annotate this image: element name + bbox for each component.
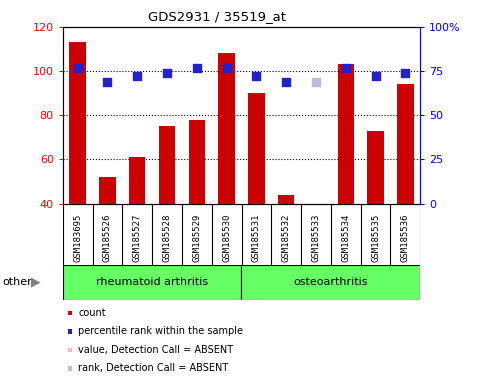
Text: osteoarthritis: osteoarthritis <box>294 277 368 287</box>
Text: GSM185528: GSM185528 <box>163 214 171 262</box>
Text: rank, Detection Call = ABSENT: rank, Detection Call = ABSENT <box>78 363 228 373</box>
Text: ▶: ▶ <box>31 276 41 289</box>
Bar <box>338 65 354 204</box>
Point <box>401 70 409 76</box>
Text: GSM185531: GSM185531 <box>252 214 261 262</box>
Text: GSM185526: GSM185526 <box>103 214 112 262</box>
Text: GSM185536: GSM185536 <box>401 214 410 262</box>
Text: GDS2931 / 35519_at: GDS2931 / 35519_at <box>148 10 286 23</box>
Point <box>104 79 112 85</box>
Text: other: other <box>2 277 32 287</box>
Point <box>74 65 82 71</box>
Bar <box>63 265 242 300</box>
Bar <box>159 126 175 204</box>
Bar <box>242 265 420 300</box>
Bar <box>189 120 205 204</box>
Bar <box>99 177 115 204</box>
Point <box>372 73 380 79</box>
Text: GSM185530: GSM185530 <box>222 214 231 262</box>
Text: count: count <box>78 308 106 318</box>
Point <box>253 73 260 79</box>
Text: GSM185527: GSM185527 <box>133 214 142 262</box>
Bar <box>397 84 413 204</box>
Text: percentile rank within the sample: percentile rank within the sample <box>78 326 243 336</box>
Point <box>312 79 320 85</box>
Point <box>223 65 230 71</box>
Bar <box>368 131 384 204</box>
Bar <box>218 53 235 204</box>
Point <box>282 79 290 85</box>
Text: GSM185529: GSM185529 <box>192 214 201 262</box>
Point <box>133 73 141 79</box>
Text: GSM185535: GSM185535 <box>371 214 380 262</box>
Bar <box>278 195 294 204</box>
Text: GSM185533: GSM185533 <box>312 214 320 262</box>
Bar <box>70 42 86 204</box>
Point <box>163 70 171 76</box>
Point <box>193 65 201 71</box>
Point <box>342 65 350 71</box>
Text: GSM185532: GSM185532 <box>282 214 291 262</box>
Bar <box>129 157 145 204</box>
Text: GSM185534: GSM185534 <box>341 214 350 262</box>
Text: rheumatoid arthritis: rheumatoid arthritis <box>96 277 208 287</box>
Bar <box>248 93 265 204</box>
Text: GSM183695: GSM183695 <box>73 214 82 262</box>
Text: value, Detection Call = ABSENT: value, Detection Call = ABSENT <box>78 345 233 355</box>
